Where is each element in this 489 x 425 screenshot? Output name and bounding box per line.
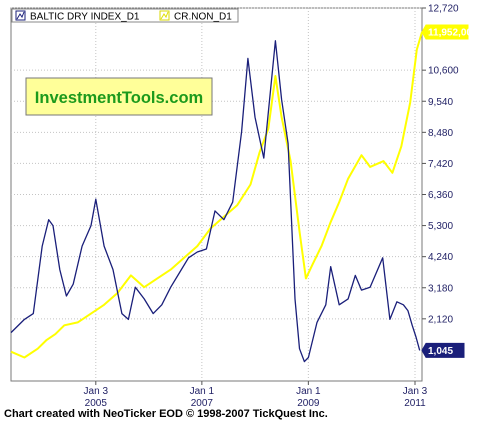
legend-series-2-label: CR.NON_D1 — [174, 12, 232, 23]
x-tick-year-label: 2011 — [404, 398, 426, 409]
last-value-tag-baltic — [421, 342, 465, 358]
y-tick-label: 10,600 — [428, 66, 459, 77]
y-tick-label: 4,240 — [428, 252, 453, 263]
y-tick-label: 7,420 — [428, 159, 453, 170]
y-tick-label: 5,300 — [428, 221, 453, 232]
legend-swatch-2-mark — [160, 11, 169, 20]
x-tick-label: Jan 3 — [84, 386, 109, 397]
y-axis: 12,720 10,600 9,540 8,480 7,420 6,360 5,300 4,2… — [422, 4, 459, 325]
y-tick-label: 9,540 — [428, 97, 453, 108]
watermark-text: InvestmentTools.com — [35, 89, 203, 107]
series-line-cr-non — [10, 31, 423, 359]
y-tick-label: 8,480 — [428, 128, 453, 139]
watermark-box — [25, 77, 213, 116]
y-tick-label: 6,360 — [428, 190, 453, 201]
x-tick-label: Jan 3 — [403, 386, 428, 397]
x-tick-label: Jan 1 — [296, 386, 321, 397]
y-tick-label: 3,180 — [428, 283, 453, 294]
last-value-labels: 1,045 11,952,000 — [421, 24, 478, 358]
series-line-baltic-dry-index — [10, 40, 421, 363]
legend-box — [11, 8, 239, 23]
chart-footer: Chart created with NeoTicker EOD © 1998-… — [4, 408, 328, 420]
y-tick-label: 2,120 — [428, 314, 453, 325]
legend: BALTIC DRY INDEX_D1 CR.NON_D1 — [11, 8, 239, 23]
plot-area — [10, 7, 423, 382]
x-tick-label: Jan 1 — [190, 386, 215, 397]
watermark: InvestmentTools.com — [25, 77, 213, 116]
legend-series-1-label: BALTIC DRY INDEX_D1 — [30, 12, 140, 23]
last-value-tag-cr-non — [421, 24, 469, 40]
x-tick-year-label: 2009 — [297, 398, 320, 409]
x-tick-year-label: 2005 — [85, 398, 108, 409]
last-value-label-cr-non: 11,952,000 — [428, 28, 478, 39]
y-tick-label: 12,720 — [428, 4, 459, 15]
x-tick-year-label: 2007 — [191, 398, 214, 409]
legend-swatch-1-mark — [16, 11, 25, 20]
last-value-label-baltic: 1,045 — [428, 346, 453, 357]
series-lines — [10, 31, 423, 363]
grid — [11, 7, 422, 381]
